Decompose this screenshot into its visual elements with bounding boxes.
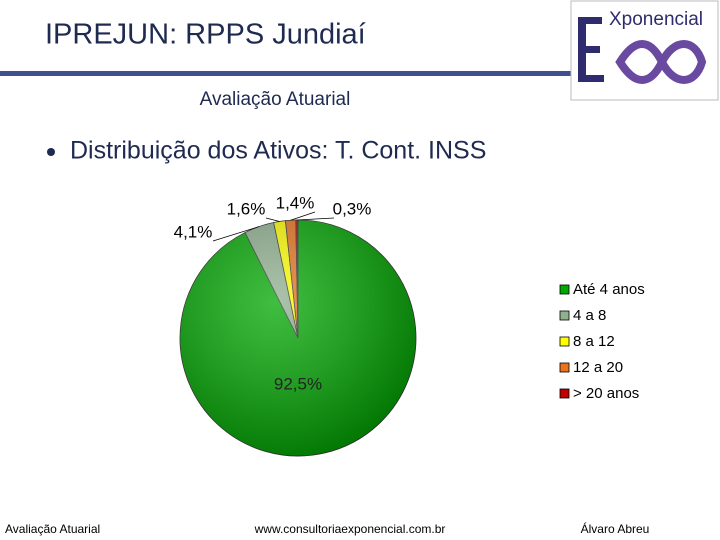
leader-line (296, 217, 335, 221)
title-rule (0, 71, 572, 76)
legend-swatch (559, 336, 570, 347)
legend-swatch (559, 362, 570, 373)
legend-label: Até 4 anos (573, 281, 645, 298)
footer-center: www.consultoriaexponencial.com.br (254, 522, 446, 536)
footer-right: Álvaro Abreu (581, 521, 650, 536)
legend-label: > 20 anos (573, 385, 639, 402)
legend-swatch (559, 284, 570, 295)
pie-chart: 92,5% 4,1% 1,6% 1,4% 0,3% Até 4 anos 4 a 8 8 a … (174, 193, 645, 457)
logo-e (578, 17, 604, 82)
legend-label: 12 a 20 (573, 359, 623, 376)
logo-text: Xponencial (609, 9, 703, 30)
logo: Xponencial (570, 0, 719, 101)
data-label: 1,6% (227, 199, 266, 218)
legend-swatch (559, 388, 570, 399)
data-label: 1,4% (276, 193, 315, 212)
data-label: 0,3% (333, 199, 372, 218)
legend-label: 8 a 12 (573, 333, 615, 350)
data-label: 92,5% (274, 374, 322, 393)
leader-line (265, 217, 280, 222)
data-label: 4,1% (174, 222, 213, 241)
legend-swatch (559, 310, 570, 321)
bullet-text: Distribuição dos Ativos: T. Cont. INSS (70, 137, 486, 165)
slide-title: IPREJUN: RPPS Jundiaí (45, 19, 366, 51)
subtitle: Avaliação Atuarial (200, 89, 351, 110)
leader-line (290, 211, 316, 221)
logo-infinity (615, 40, 707, 84)
legend-label: 4 a 8 (573, 307, 606, 324)
bullet-dot (47, 148, 55, 156)
footer-left: Avaliação Atuarial (5, 522, 100, 536)
